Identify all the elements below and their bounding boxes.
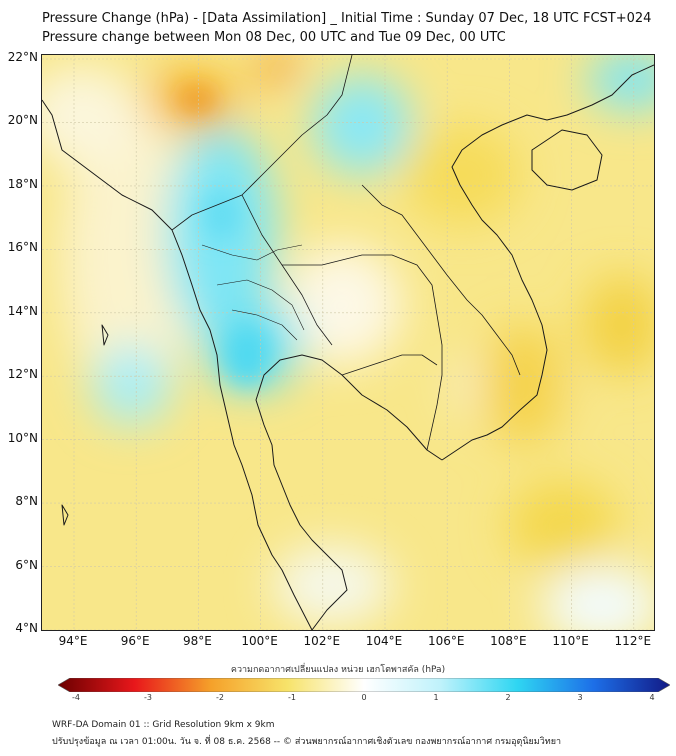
lon-label: 102°E — [303, 634, 341, 648]
lat-label: 14°N — [7, 303, 38, 318]
colorbar-tick-label: 0 — [361, 693, 367, 702]
lat-label: 8°N — [15, 494, 38, 509]
colorbar-tick-label: 3 — [577, 693, 583, 702]
map-canvas — [42, 55, 654, 630]
colorbar-tick-label: 2 — [505, 693, 511, 702]
footer-line-1: WRF-DA Domain 01 :: Grid Resolution 9km … — [52, 720, 275, 730]
lat-label: 22°N — [7, 50, 38, 64]
title-line-2: Pressure change between Mon 08 Dec, 00 U… — [42, 30, 506, 45]
lon-label: 112°E — [614, 634, 652, 648]
lon-label: 108°E — [490, 634, 527, 648]
lon-label: 100°E — [241, 634, 278, 648]
lat-label: 16°N — [7, 240, 38, 255]
colorbar-tick-label: -2 — [216, 693, 224, 702]
lat-label: 10°N — [7, 430, 38, 445]
pressure-field — [42, 55, 654, 630]
lon-label: 104°E — [365, 634, 403, 648]
lon-label: 94°E — [58, 634, 88, 648]
colorbar — [58, 678, 670, 692]
lon-label: 96°E — [120, 634, 150, 648]
graticule — [42, 55, 654, 630]
lon-label: 98°E — [182, 634, 212, 648]
colorbar-tick-label: 4 — [649, 693, 655, 702]
title-line-1: Pressure Change (hPa) - [Data Assimilati… — [42, 11, 652, 26]
colorbar-tick-label: 1 — [433, 693, 439, 702]
colorbar-title: ความกดอากาศเปลี่ยนแปลง หน่วย เฮกโตพาสคัล… — [230, 665, 446, 675]
pressure-change-map — [41, 54, 655, 631]
footer-line-2: ปรับปรุงข้อมูล ณ เวลา 01:00น. วัน จ. ที่… — [52, 737, 562, 747]
colorbar-tick-label: -4 — [72, 693, 80, 702]
coastlines — [42, 55, 654, 630]
lat-label: 12°N — [7, 367, 38, 382]
lat-label: 20°N — [7, 113, 38, 128]
lat-label: 4°N — [15, 621, 38, 635]
lat-label: 6°N — [15, 557, 38, 572]
colorbar-gradient — [58, 678, 670, 692]
lat-label: 18°N — [7, 176, 38, 191]
colorbar-tick-label: -3 — [144, 693, 152, 702]
lon-label: 110°E — [552, 634, 589, 648]
colorbar-tick-label: -1 — [288, 693, 296, 702]
lon-label: 106°E — [427, 634, 465, 648]
